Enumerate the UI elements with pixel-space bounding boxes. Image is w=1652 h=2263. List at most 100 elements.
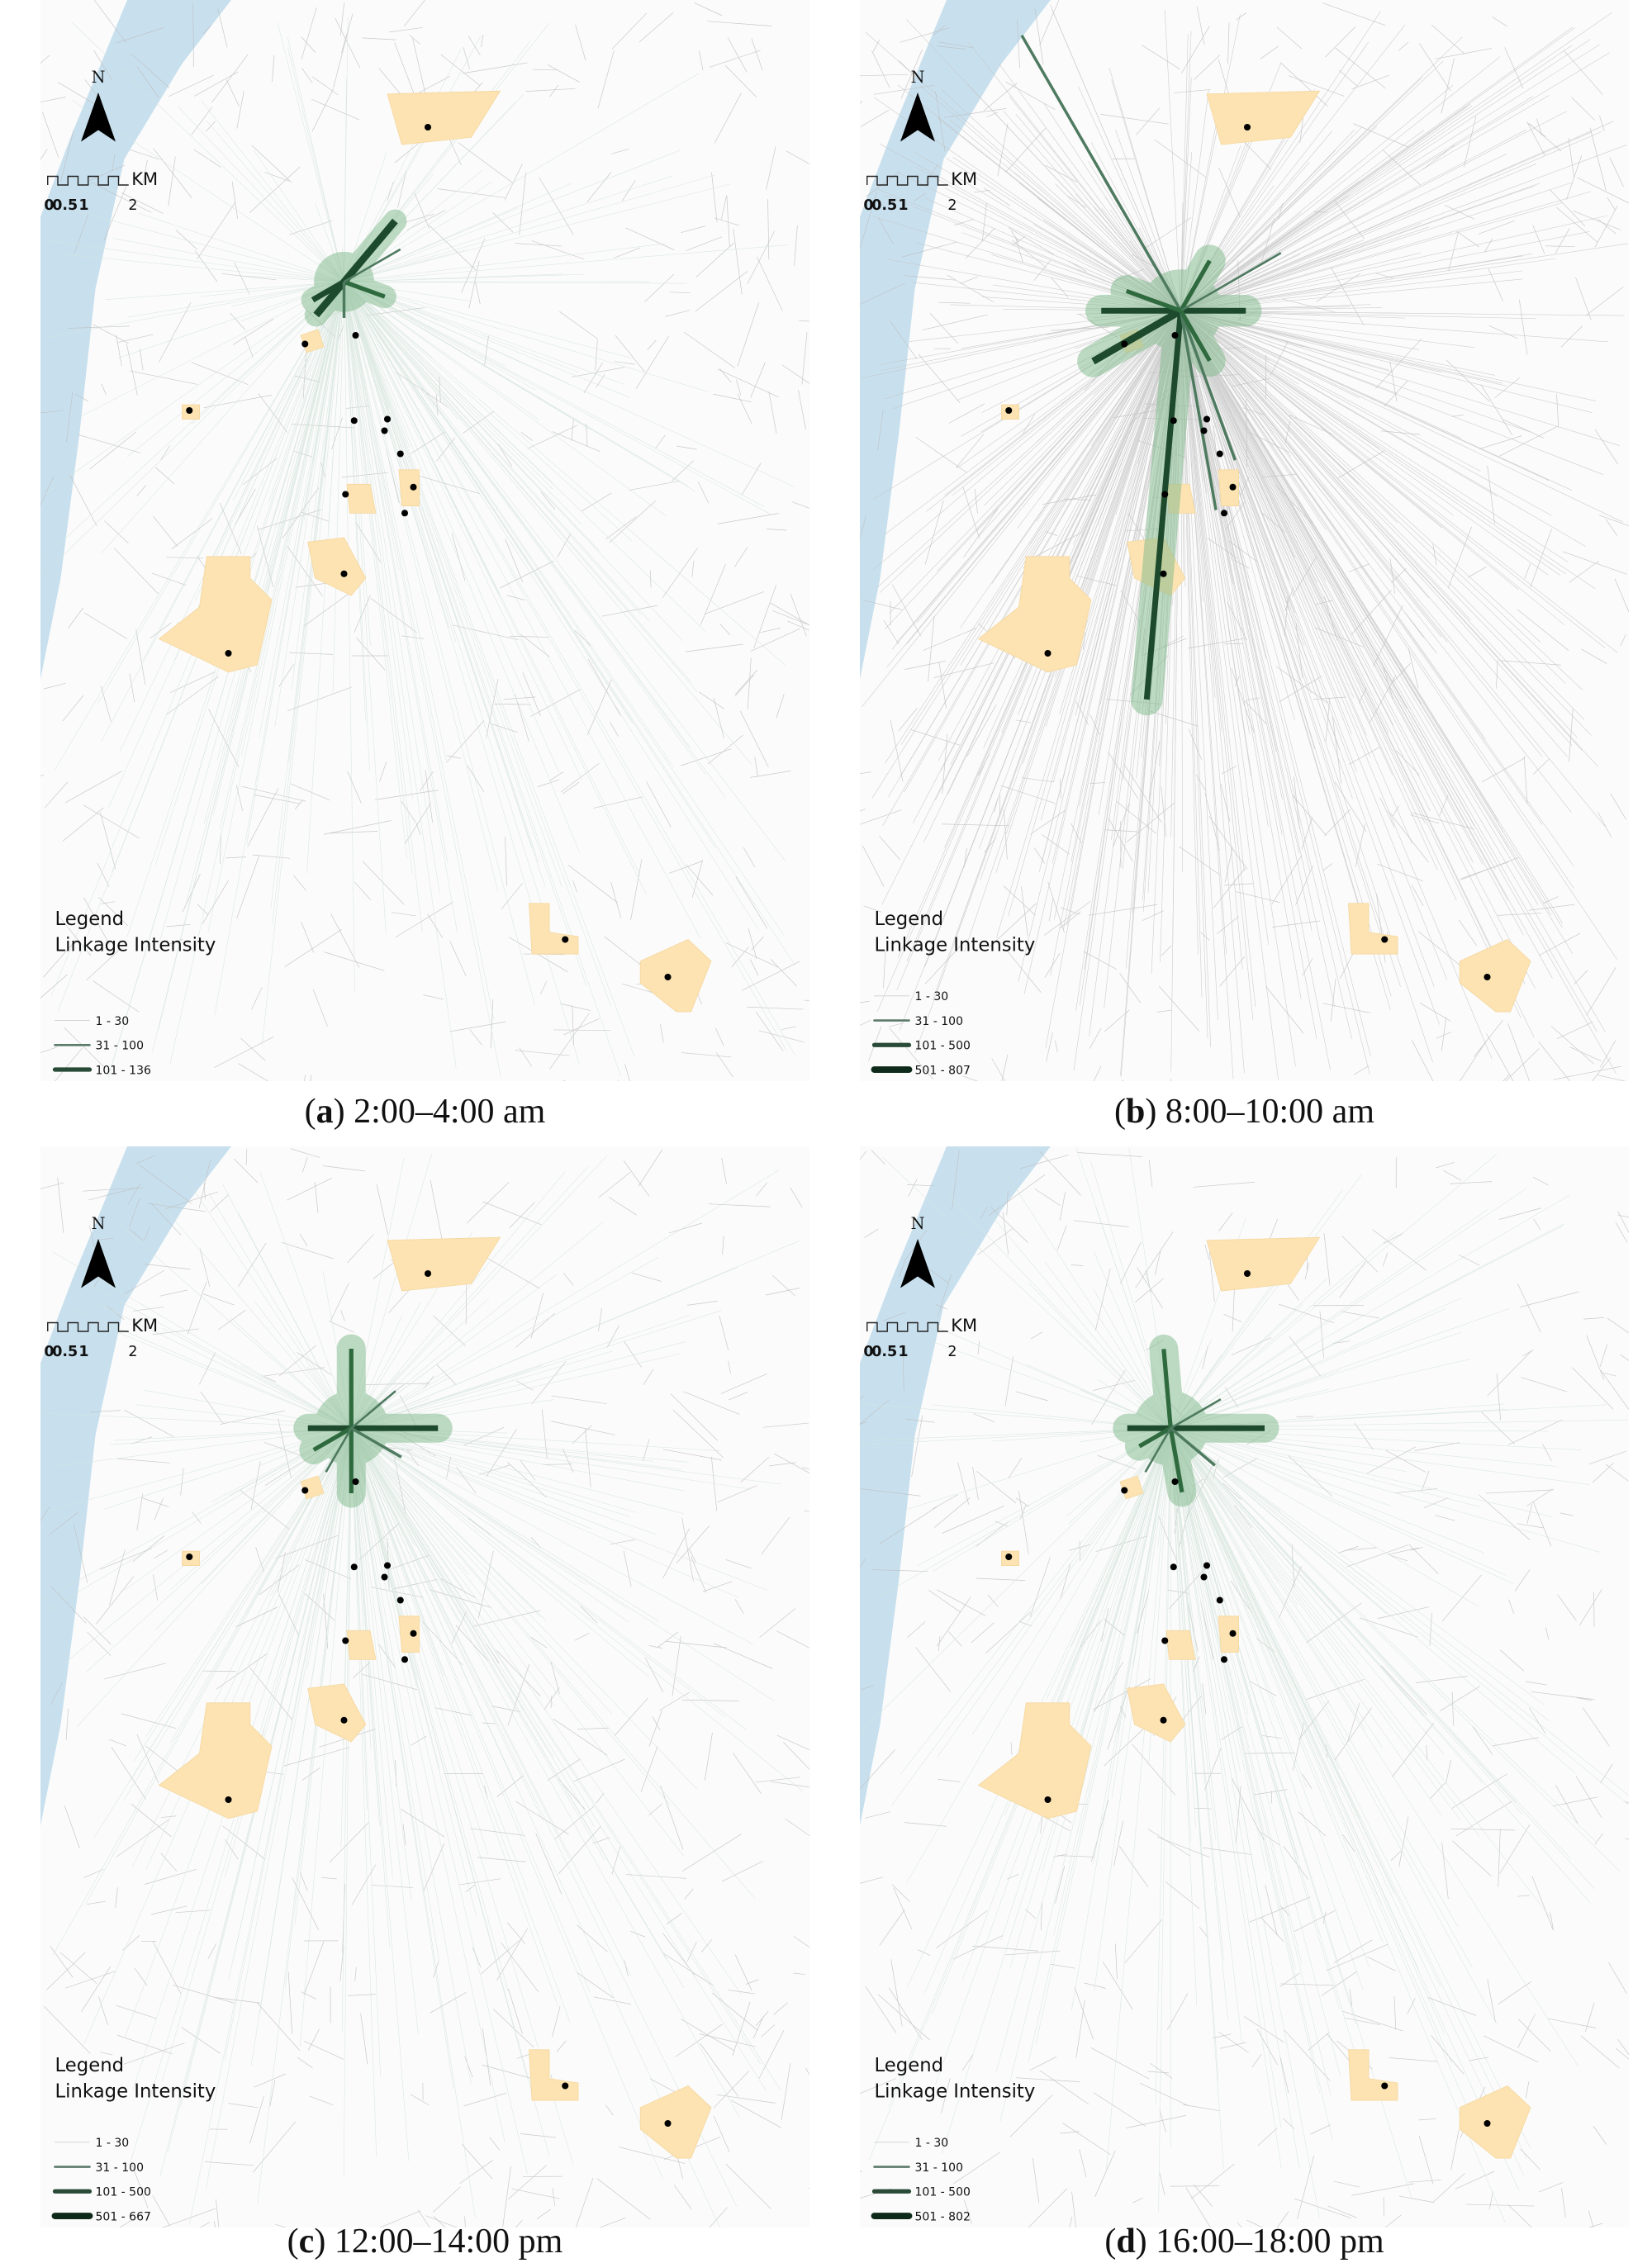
road xyxy=(74,1524,88,1583)
road xyxy=(863,905,882,913)
road xyxy=(292,1877,320,1930)
north-label: N xyxy=(911,68,925,87)
road xyxy=(354,1966,357,1981)
road xyxy=(741,463,762,496)
linkage-line xyxy=(344,207,519,282)
road xyxy=(767,199,770,260)
road xyxy=(1538,932,1581,956)
road xyxy=(1459,1039,1488,1081)
road xyxy=(1524,563,1531,579)
linkage-ray xyxy=(1179,310,1218,510)
road xyxy=(743,847,756,868)
road xyxy=(1375,338,1422,389)
linkage-line xyxy=(1180,310,1586,547)
road xyxy=(924,500,944,565)
road xyxy=(1302,1773,1313,1789)
linkage-line xyxy=(1170,1428,1359,2066)
road xyxy=(89,431,137,470)
road xyxy=(1523,756,1528,804)
road xyxy=(1042,834,1070,855)
road xyxy=(1079,2149,1087,2178)
linkage-line xyxy=(1180,215,1607,311)
road xyxy=(116,334,122,367)
road xyxy=(649,570,652,588)
linkage-line xyxy=(1180,311,1251,777)
road xyxy=(205,2161,254,2166)
road xyxy=(772,610,809,626)
linkage-ray xyxy=(1180,252,1282,312)
road xyxy=(713,697,724,739)
road xyxy=(283,1747,349,1767)
linkage-line xyxy=(1180,311,1454,516)
road xyxy=(972,1945,1039,1952)
linkage-line xyxy=(1180,311,1256,1008)
road xyxy=(1218,2031,1249,2053)
road xyxy=(751,38,763,70)
road xyxy=(1310,2124,1332,2135)
road xyxy=(790,594,807,637)
linkage-line xyxy=(999,63,1181,311)
road xyxy=(635,336,669,389)
linkage-line xyxy=(117,1222,352,1429)
road xyxy=(1094,1269,1111,1331)
linkage-line xyxy=(1180,183,1540,311)
center-dot xyxy=(1005,1553,1013,1561)
linkage-line xyxy=(1170,1428,1576,1774)
linkage-line xyxy=(1035,1428,1171,2045)
road xyxy=(1418,43,1451,92)
road xyxy=(1154,1250,1161,1275)
linkage-line xyxy=(344,183,572,282)
linkage-line xyxy=(1180,52,1610,311)
linkage-line xyxy=(351,1428,542,1618)
road xyxy=(1220,784,1231,822)
road xyxy=(230,312,246,331)
linkage-line xyxy=(1058,311,1181,567)
linkage-ray xyxy=(1144,1427,1172,1473)
road xyxy=(572,1005,575,1046)
linkage-line xyxy=(344,243,666,282)
linkage-line xyxy=(1180,311,1574,867)
road xyxy=(573,1758,625,1782)
road xyxy=(347,1234,374,1264)
road xyxy=(763,1422,809,1428)
linkage-line xyxy=(1170,1428,1228,2021)
linkage-line xyxy=(351,1256,659,1429)
road xyxy=(1536,118,1543,135)
road xyxy=(643,1369,654,1386)
road xyxy=(501,1942,539,1992)
road xyxy=(1388,810,1429,863)
road xyxy=(540,491,556,510)
road xyxy=(515,2219,523,2227)
road xyxy=(1526,1488,1553,1506)
road xyxy=(463,410,495,434)
road xyxy=(1585,286,1624,316)
road xyxy=(251,145,292,183)
road xyxy=(145,1868,197,1885)
road xyxy=(519,1047,533,1067)
road xyxy=(1498,1829,1501,1887)
road xyxy=(599,2218,626,2227)
linkage-line xyxy=(1180,310,1481,472)
road xyxy=(610,882,622,918)
linkage-line xyxy=(350,1428,410,2161)
legend-label: 1 - 30 xyxy=(915,2137,949,2150)
center-dot xyxy=(1220,1656,1228,1663)
linkage-line xyxy=(64,254,344,282)
road xyxy=(1517,609,1569,651)
road xyxy=(1232,1778,1265,1840)
road xyxy=(662,1952,714,1986)
linkage-line xyxy=(101,282,344,554)
road xyxy=(1100,114,1169,125)
road xyxy=(1187,1603,1199,1652)
linkage-line xyxy=(169,282,344,1064)
road xyxy=(197,202,236,260)
road xyxy=(1600,1370,1629,1410)
road xyxy=(790,1188,803,1207)
road xyxy=(1545,245,1576,247)
road xyxy=(225,79,240,107)
road xyxy=(1116,800,1156,834)
road xyxy=(1327,2205,1358,2218)
road xyxy=(756,2010,769,2027)
road xyxy=(1339,1261,1366,1298)
road xyxy=(668,1222,702,1234)
